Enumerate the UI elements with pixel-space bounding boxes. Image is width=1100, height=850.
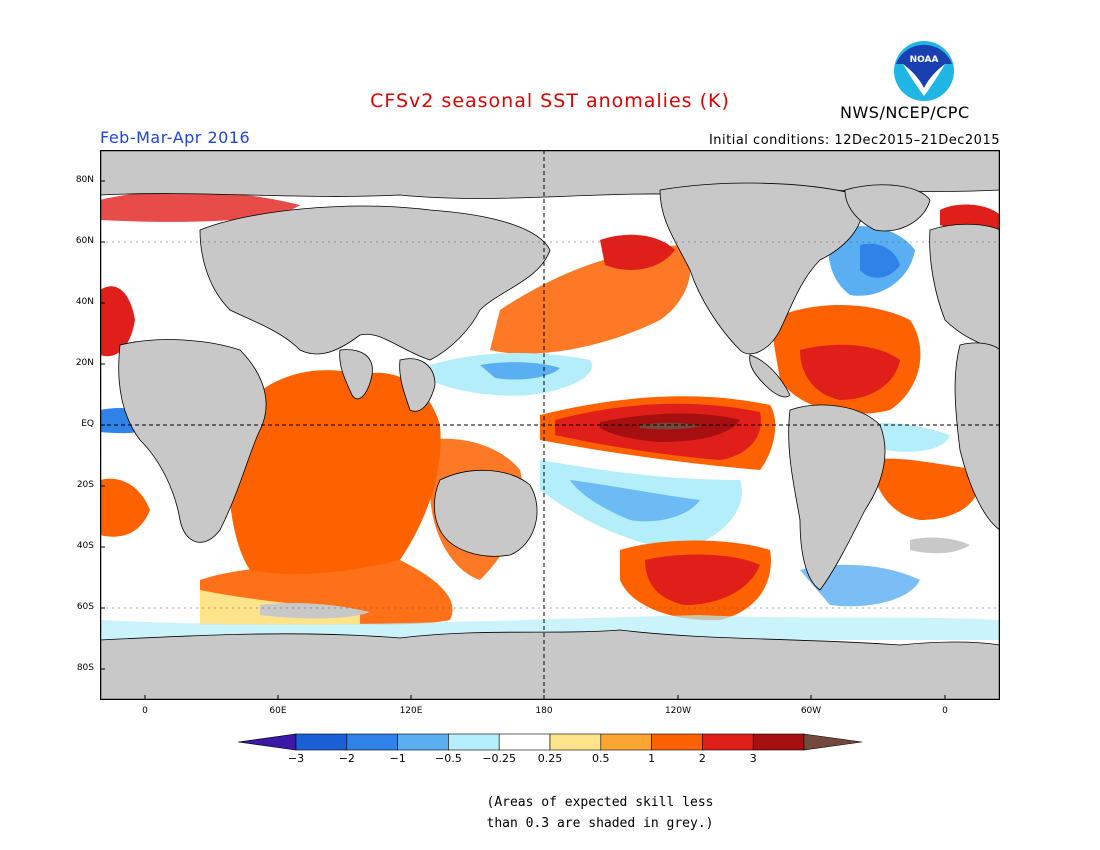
lat-label-eq: EQ: [81, 419, 94, 429]
axis-ticks: [100, 180, 946, 700]
southern-ocean-band: [100, 615, 1000, 640]
colorbar-segment: [295, 733, 348, 751]
footnote-line-1: (Areas of expected skill less: [486, 795, 714, 810]
colorbar-segment: [702, 733, 754, 751]
noaa-logo-icon: NOAA: [894, 41, 954, 101]
north-atlantic-cool-core: [860, 243, 900, 278]
west-edge-warm: [100, 286, 135, 357]
colorbar-tick-label: 0.5: [592, 752, 610, 765]
africa: [118, 339, 267, 543]
southeast-asia: [399, 358, 436, 412]
south-america: [788, 404, 886, 591]
colorbar-segment: [498, 733, 551, 751]
eurasia: [199, 205, 551, 361]
colorbar-segment: [600, 733, 652, 751]
lat-label-60n: 60N: [75, 236, 94, 246]
south-pacific-cool-core: [570, 480, 700, 522]
lon-label-120e: 120E: [399, 706, 423, 716]
lon-label-0-east: 0: [942, 706, 948, 716]
indian-ocean-warm-region: [228, 370, 441, 575]
enso-max-anomaly: [640, 422, 700, 430]
skill-footnote: (Areas of expected skill less than 0.3 a…: [470, 792, 730, 834]
north-america: [659, 182, 863, 355]
gulf-alaska-warm: [600, 234, 675, 270]
central-america: [749, 354, 791, 398]
chart-title: CFSv2 seasonal SST anomalies (K): [370, 90, 730, 112]
lat-label-20s: 20S: [76, 480, 94, 490]
colorbar-lower-extend: [238, 733, 297, 751]
colorbar-segment: [346, 733, 398, 751]
colorbar-tick-label: −3: [287, 752, 305, 765]
north-pacific-warm: [490, 245, 691, 354]
north-atlantic-warm-core: [800, 344, 900, 400]
lon-label-0-west: 0: [142, 706, 148, 716]
west-edge-warm-south: [100, 478, 150, 537]
arctic-warm-rim: [100, 190, 300, 222]
lon-label-120w: 120W: [664, 706, 692, 716]
europe-east-wrap: [929, 223, 1000, 351]
colorbar-tick-label: 1: [648, 752, 656, 765]
low-skill-north-pacific: [470, 267, 520, 281]
india: [339, 349, 373, 400]
colorbar-segment: [752, 733, 805, 751]
africa-east-wrap: [954, 342, 1000, 531]
colorbar: [238, 733, 862, 751]
colorbar-segment: [651, 733, 703, 751]
land-masses: [100, 150, 1000, 700]
antarctica: [100, 629, 1000, 700]
season-label: Feb-Mar-Apr 2016: [100, 128, 251, 147]
colorbar-tick-label: −0.25: [482, 752, 517, 765]
colorbar-tick-label: −0.5: [435, 752, 462, 765]
lat-label-80n: 80N: [75, 175, 94, 185]
lat-label-20n: 20N: [75, 358, 94, 368]
greenland: [844, 184, 931, 232]
logo-text: NOAA: [910, 55, 939, 65]
colorbar-segment: [549, 733, 602, 751]
south-atlantic-warm: [870, 458, 981, 520]
lon-label-60w: 60W: [800, 706, 822, 716]
initial-conditions-label: Initial conditions: 12Dec2015–21Dec2015: [708, 133, 1000, 148]
south-pacific-warm-core: [645, 554, 760, 605]
lat-label-40s: 40S: [76, 541, 94, 551]
colorbar-tick-label: 0.25: [537, 752, 563, 765]
colorbar-tick-label: 2: [698, 752, 706, 765]
colorbar-tick-label: 3: [749, 752, 757, 765]
colorbar-segment: [448, 733, 500, 751]
lat-label-40n: 40N: [75, 297, 94, 307]
lat-label-80s: 80S: [76, 663, 94, 673]
sst-anomaly-map: [100, 150, 1000, 700]
lon-label-180: 180: [535, 706, 553, 716]
colorbar-tick-label: −2: [338, 752, 355, 765]
lat-label-60s: 60S: [76, 602, 94, 612]
north-pacific-cool-core: [480, 362, 560, 380]
low-skill-south-atlantic: [910, 537, 970, 554]
agency-label: NWS/NCEP/CPC: [840, 103, 970, 122]
colorbar-upper-extend: [803, 733, 862, 751]
colorbar-tick-label: −1: [389, 752, 406, 765]
lon-label-60e: 60E: [269, 706, 287, 716]
australia: [433, 469, 538, 557]
colorbar-segment: [397, 733, 449, 751]
low-skill-south-indian: [260, 602, 370, 619]
footnote-line-2: than 0.3 are shaded in grey.): [486, 816, 714, 831]
